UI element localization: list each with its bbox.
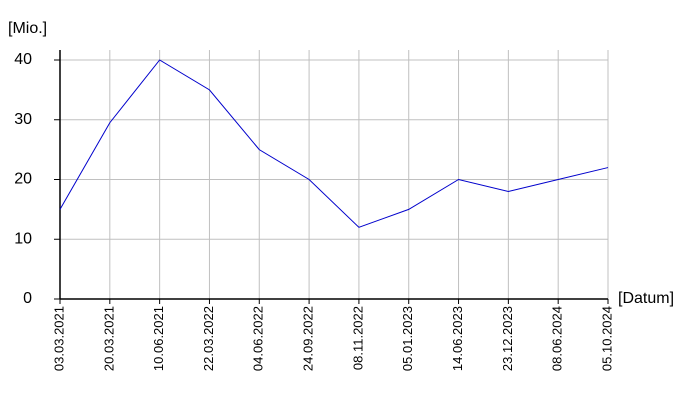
y-tick-label: 40 <box>14 51 32 68</box>
x-tick-label: 20.03.2021 <box>101 306 116 371</box>
x-tick-label: 08.11.2022 <box>350 306 365 370</box>
x-tick-label: 04.06.2022 <box>251 306 266 371</box>
x-tick-label: 05.10.2024 <box>599 306 614 371</box>
y-tick-label: 10 <box>14 230 32 247</box>
y-axis-label: [Mio.] <box>8 20 47 37</box>
y-tick-label: 30 <box>14 111 32 128</box>
x-tick-label: 24.09.2022 <box>301 306 316 371</box>
data-line <box>59 59 609 228</box>
x-tick-label: 23.12.2023 <box>500 306 515 371</box>
x-tick-label: 05.01.2023 <box>400 306 415 371</box>
y-tick-label: 0 <box>23 290 32 307</box>
x-tick-label: 10.06.2021 <box>151 306 166 371</box>
x-tick-label: 14.06.2023 <box>450 306 465 371</box>
x-tick-label: 08.06.2024 <box>550 306 565 371</box>
y-tick-label: 20 <box>14 171 32 188</box>
x-tick-label: 22.03.2022 <box>201 306 216 371</box>
x-axis-label: [Datum] <box>618 290 674 307</box>
x-tick-label: 03.03.2021 <box>51 306 66 371</box>
